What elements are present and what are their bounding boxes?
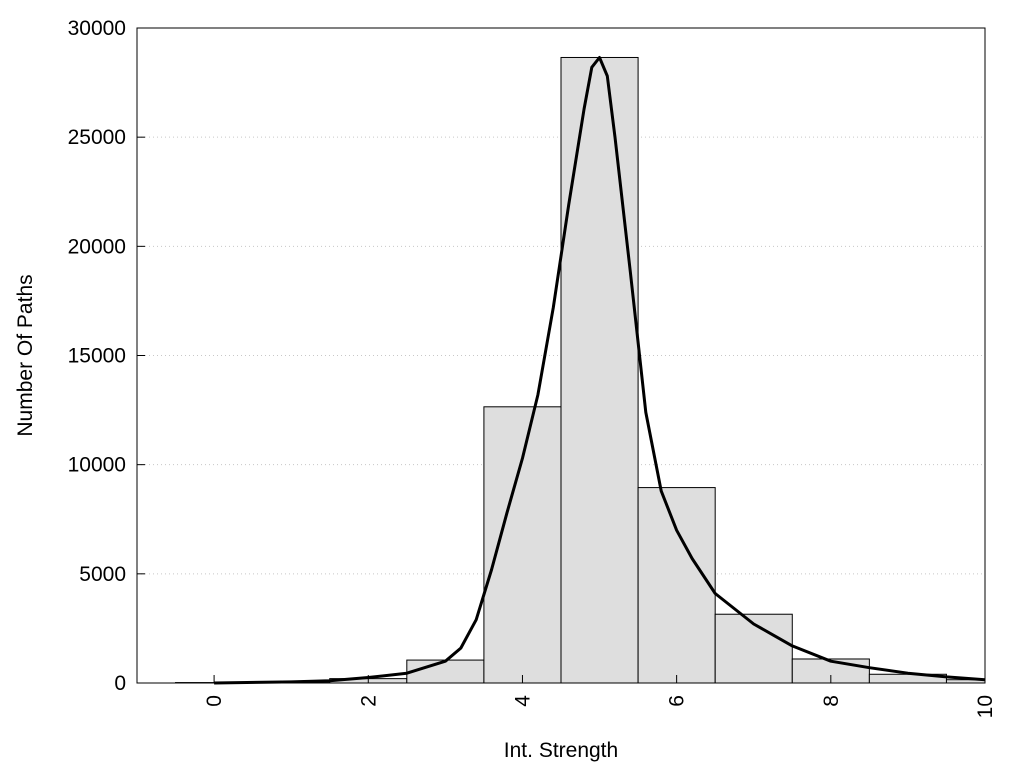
x-tick-label: 0 bbox=[203, 695, 226, 707]
x-tick-label: 8 bbox=[820, 695, 843, 707]
y-tick-label: 10000 bbox=[68, 454, 126, 477]
histogram-bars bbox=[175, 56, 986, 684]
x-axis-title: Int. Strength bbox=[504, 739, 618, 762]
histogram-bar bbox=[406, 659, 485, 684]
axis-ticks: 0 5000 10000 15000 20000 25000 30000 0 2 4 6 8 10 bbox=[68, 17, 997, 718]
y-axis-title: Number Of Paths bbox=[14, 274, 37, 436]
y-tick-label: 15000 bbox=[68, 345, 126, 368]
fit-curve-group bbox=[214, 56, 986, 685]
y-tick-label: 25000 bbox=[68, 126, 126, 149]
y-tick-label: 20000 bbox=[68, 235, 126, 258]
fit-curve bbox=[214, 56, 986, 685]
histogram-bar bbox=[483, 406, 562, 684]
y-tick-label: 30000 bbox=[68, 17, 126, 40]
histogram-bar bbox=[637, 487, 716, 684]
x-tick-label: 6 bbox=[666, 695, 689, 707]
x-tick-label: 10 bbox=[974, 695, 997, 718]
x-tick-label: 2 bbox=[357, 695, 380, 707]
histogram-bar bbox=[560, 56, 639, 684]
x-tick-label: 4 bbox=[511, 695, 534, 707]
y-tick-label: 5000 bbox=[79, 563, 126, 586]
y-tick-label: 0 bbox=[114, 672, 126, 695]
